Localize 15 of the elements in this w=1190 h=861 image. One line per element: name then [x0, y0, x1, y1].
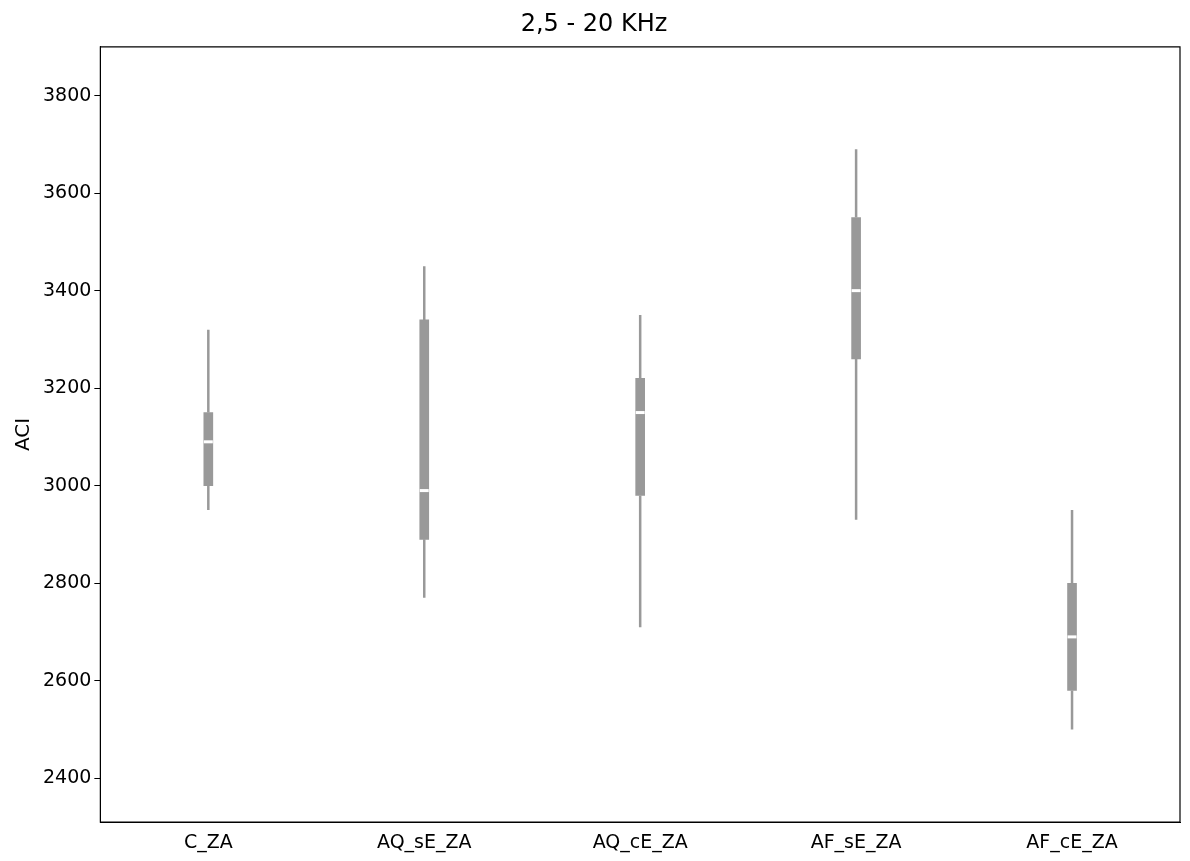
- x-tick-label: C_ZA: [183, 829, 233, 853]
- x-tick-label: AF_cE_ZA: [1026, 829, 1118, 853]
- x-tick-label: AQ_cE_ZA: [592, 829, 688, 853]
- y-tick-label: 3200: [42, 375, 92, 398]
- y-tick-label: 3000: [42, 472, 92, 495]
- x-tick-label: AF_sE_ZA: [810, 829, 902, 853]
- y-tick-label: 3400: [42, 277, 92, 300]
- chart-title: 2,5 - 20 KHz: [520, 8, 668, 37]
- y-axis-title: ACI: [10, 417, 35, 452]
- y-tick-label: 2400: [42, 765, 92, 788]
- y-tick-label: 3600: [42, 180, 92, 203]
- y-tick-label: 2800: [42, 570, 92, 593]
- y-tick-label: 2600: [42, 667, 92, 690]
- y-tick-label: 3800: [42, 82, 92, 105]
- x-tick-label: AQ_sE_ZA: [376, 829, 472, 853]
